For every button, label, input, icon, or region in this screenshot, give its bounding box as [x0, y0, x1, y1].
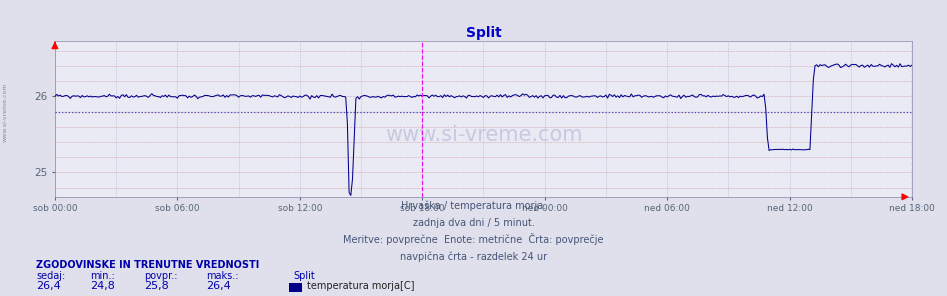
- Text: maks.:: maks.:: [206, 271, 239, 281]
- Text: ZGODOVINSKE IN TRENUTNE VREDNOSTI: ZGODOVINSKE IN TRENUTNE VREDNOSTI: [36, 260, 259, 270]
- Text: navpična črta - razdelek 24 ur: navpična črta - razdelek 24 ur: [400, 252, 547, 262]
- Text: temperatura morja[C]: temperatura morja[C]: [307, 281, 415, 292]
- Text: 26,4: 26,4: [36, 281, 61, 292]
- Text: www.si-vreme.com: www.si-vreme.com: [384, 125, 582, 145]
- Text: Meritve: povprečne  Enote: metrične  Črta: povprečje: Meritve: povprečne Enote: metrične Črta:…: [343, 233, 604, 245]
- Text: povpr.:: povpr.:: [144, 271, 177, 281]
- Text: 26,4: 26,4: [206, 281, 231, 292]
- Text: sedaj:: sedaj:: [36, 271, 65, 281]
- Text: www.si-vreme.com: www.si-vreme.com: [3, 83, 8, 142]
- Text: Hrvaška / temperatura morja.: Hrvaška / temperatura morja.: [401, 200, 546, 211]
- Text: 25,8: 25,8: [144, 281, 169, 292]
- Text: zadnja dva dni / 5 minut.: zadnja dva dni / 5 minut.: [413, 218, 534, 228]
- Text: Split: Split: [294, 271, 315, 281]
- Text: min.:: min.:: [90, 271, 115, 281]
- Title: Split: Split: [466, 26, 501, 40]
- Text: 24,8: 24,8: [90, 281, 115, 292]
